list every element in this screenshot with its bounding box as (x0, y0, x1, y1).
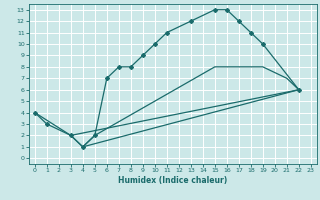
X-axis label: Humidex (Indice chaleur): Humidex (Indice chaleur) (118, 176, 228, 185)
